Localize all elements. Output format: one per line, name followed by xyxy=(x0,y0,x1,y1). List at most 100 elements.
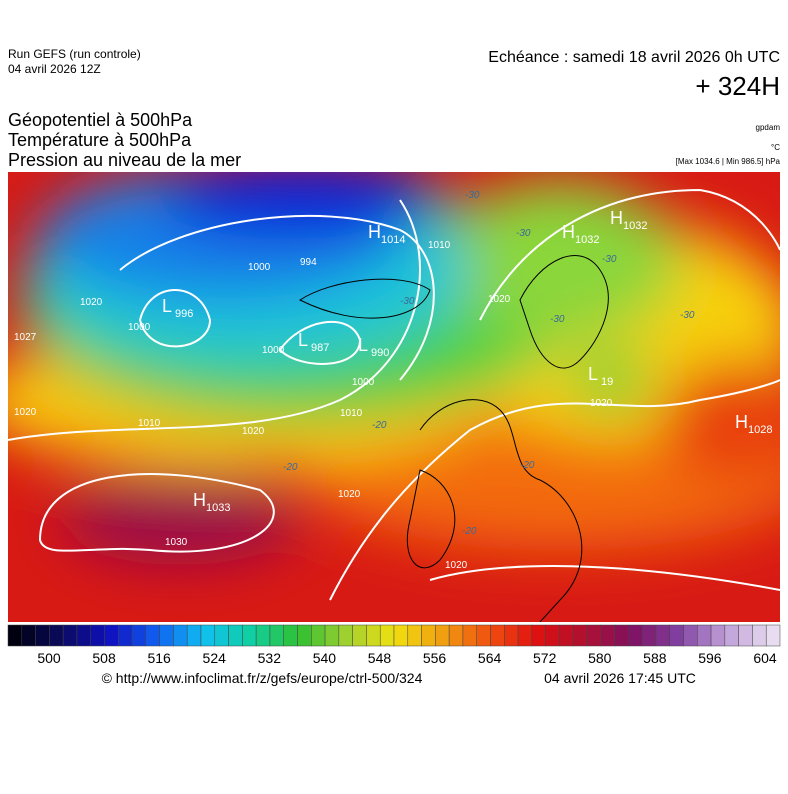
isobar-label: 994 xyxy=(300,257,317,268)
colorbar-swatch xyxy=(504,624,519,647)
isobar-label: 1020 xyxy=(445,560,468,571)
center-value: 990 xyxy=(371,347,389,359)
isobar-label: 1020 xyxy=(80,297,103,308)
colorbar: 500 508 516 524 532 540 548 556 564 572 580 588 596 6… xyxy=(7,624,781,666)
colorbar-swatch xyxy=(614,624,629,647)
colorbar-swatch xyxy=(352,624,367,647)
temperature-label: -30 xyxy=(680,310,695,321)
temperature-label: -20 xyxy=(462,526,477,537)
colorbar-swatch xyxy=(49,624,64,647)
temperature-label: -20 xyxy=(283,462,298,473)
colorbar-swatch xyxy=(104,624,119,647)
isobar-label: 1010 xyxy=(340,408,363,419)
center-value: 987 xyxy=(311,342,329,354)
colorbar-swatch xyxy=(724,624,739,647)
center-kind: L xyxy=(588,364,598,384)
colorbar-swatch xyxy=(283,624,298,647)
colorbar-swatch xyxy=(421,624,436,647)
colorbar-label: 556 xyxy=(423,650,447,666)
temperature-label: -30 xyxy=(550,314,565,325)
colorbar-swatch xyxy=(242,624,257,647)
isobar-label: 1020 xyxy=(338,489,361,500)
colorbar-label: 580 xyxy=(588,650,612,666)
footer-date: 04 avril 2026 17:45 UTC xyxy=(544,670,696,686)
colorbar-swatch xyxy=(62,624,78,647)
isobar-label: 1020 xyxy=(14,407,37,418)
colorbar-swatch xyxy=(338,624,353,647)
center-kind: L xyxy=(162,296,172,316)
temperature-label: -30 xyxy=(516,228,531,239)
colorbar-label: 548 xyxy=(368,650,392,666)
colorbar-swatch xyxy=(641,624,657,647)
center-kind: H xyxy=(193,490,206,510)
colorbar-swatch xyxy=(462,624,477,647)
isobar-label: 1020 xyxy=(488,294,511,305)
colorbar-label: 516 xyxy=(147,650,171,666)
center-value: 1032 xyxy=(575,234,599,246)
colorbar-swatch xyxy=(214,624,229,647)
colorbar-swatch xyxy=(7,624,23,647)
colorbar-swatch xyxy=(76,624,91,647)
center-kind: L xyxy=(358,335,368,355)
echeance: Echéance : samedi 18 avril 2026 0h UTC xyxy=(488,49,780,66)
colorbar-swatch xyxy=(90,624,105,647)
colorbar-swatch xyxy=(586,624,602,647)
isobar-label: 1000 xyxy=(128,322,151,333)
isobar-label: 1000 xyxy=(352,377,375,388)
colorbar-swatch xyxy=(35,624,50,647)
colorbar-swatch xyxy=(118,624,133,647)
center-value: 1033 xyxy=(206,502,230,514)
unit: [Max 1034.6 | Min 986.5] hPa xyxy=(676,157,781,166)
colorbar-swatch xyxy=(255,624,271,647)
colorbar-label: 572 xyxy=(533,650,557,666)
colorbar-swatch xyxy=(200,624,216,647)
colorbar-label: 604 xyxy=(753,650,777,666)
colorbar-swatch xyxy=(21,624,36,647)
colorbar-swatch xyxy=(738,624,753,647)
colorbar-label: 596 xyxy=(698,650,722,666)
title: Géopotentiel à 500hPa xyxy=(8,110,193,130)
colorbar-swatch xyxy=(683,624,698,647)
colorbar-swatch xyxy=(269,624,284,647)
center-value: 19 xyxy=(601,376,613,388)
isobar-label: 1020 xyxy=(242,426,265,437)
temperature-label: -30 xyxy=(465,190,480,201)
run: Run GEFS (run controle) xyxy=(8,47,141,61)
center-kind: H xyxy=(735,412,748,432)
colorbar-swatch xyxy=(145,624,160,647)
isobar-label: 1000 xyxy=(248,262,271,273)
colorbar-swatch xyxy=(379,624,395,647)
colorbar-label: 532 xyxy=(258,650,282,666)
center-value: 1028 xyxy=(748,424,772,436)
unit: gpdam xyxy=(756,123,781,132)
title: Pression au niveau de la mer xyxy=(8,150,241,170)
colorbar-label: 508 xyxy=(92,650,116,666)
map xyxy=(8,172,780,622)
colorbar-swatch xyxy=(324,624,340,647)
colorbar-swatch xyxy=(765,624,781,647)
colorbar-swatch xyxy=(393,624,409,647)
colorbar-swatch xyxy=(752,624,767,647)
colorbar-swatch xyxy=(572,624,588,647)
colorbar-swatch xyxy=(655,624,670,647)
colorbar-swatch xyxy=(697,624,712,647)
colorbar-swatch xyxy=(669,624,684,647)
colorbar-swatch xyxy=(366,624,381,647)
isobar-label: 1000 xyxy=(262,345,285,356)
center-kind: H xyxy=(368,222,381,242)
temperature-label: -30 xyxy=(400,296,415,307)
temperature-label: -30 xyxy=(602,254,617,265)
colorbar-swatch xyxy=(600,624,615,647)
center-value: 1014 xyxy=(381,234,405,246)
colorbar-swatch xyxy=(407,624,422,647)
isobar-label: 1027 xyxy=(14,332,37,343)
colorbar-label: 540 xyxy=(313,650,337,666)
colorbar-swatch xyxy=(311,624,326,647)
colorbar-swatch xyxy=(228,624,243,647)
colorbar-label: 500 xyxy=(37,650,61,666)
isobar-label: 1020 xyxy=(590,398,613,409)
colorbar-swatch xyxy=(531,624,546,647)
colorbar-swatch xyxy=(476,624,491,647)
colorbar-swatch xyxy=(559,624,574,647)
